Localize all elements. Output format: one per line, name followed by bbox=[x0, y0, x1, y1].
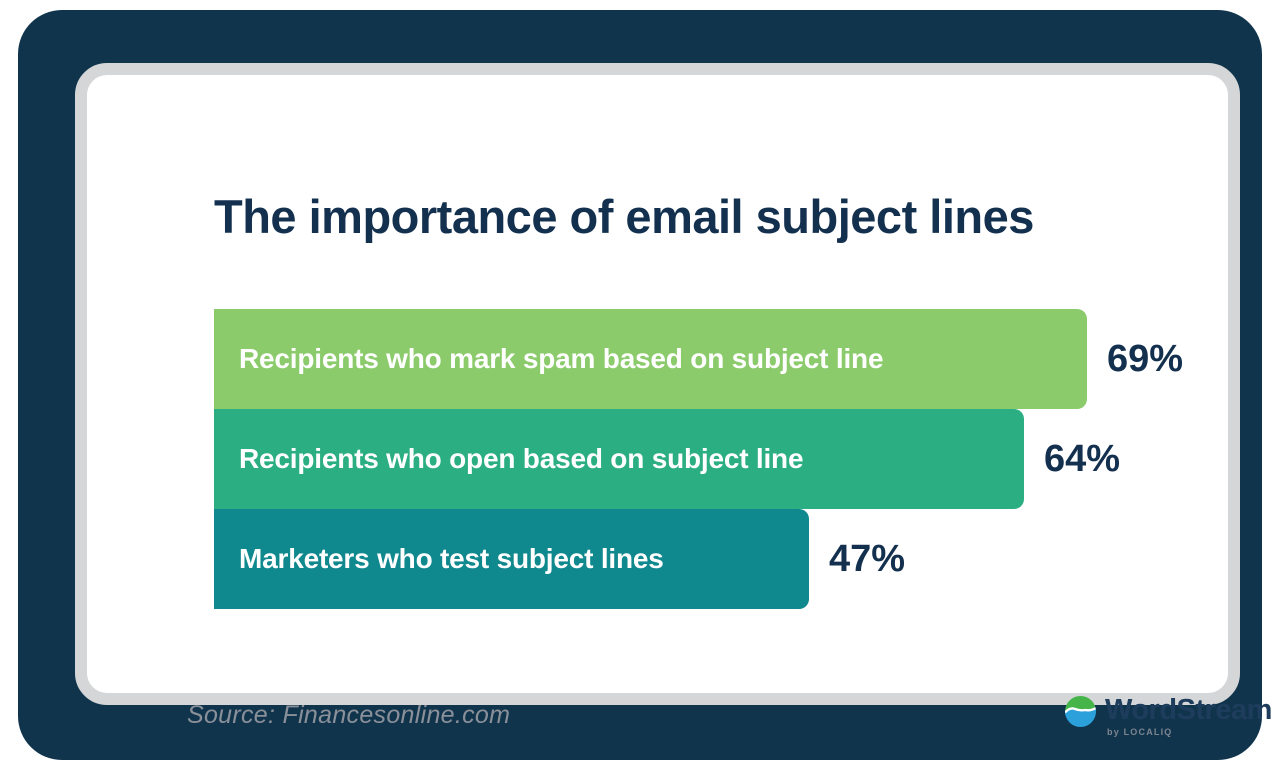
chart-card: The importance of email subject lines Re… bbox=[75, 63, 1272, 737]
bar-row: Marketers who test subject lines 47% bbox=[214, 509, 1183, 609]
bar-chart: Recipients who mark spam based on subjec… bbox=[214, 309, 1183, 609]
source-attribution: Source: Financesonline.com bbox=[187, 701, 511, 729]
wordstream-wordmark: WordStream bbox=[1105, 694, 1272, 726]
bar-value-label: 69% bbox=[1107, 337, 1184, 380]
bar-label: Marketers who test subject lines bbox=[239, 543, 664, 574]
bar-label: Recipients who open based on subject lin… bbox=[239, 443, 804, 474]
bar-label: Recipients who mark spam based on subjec… bbox=[239, 343, 884, 374]
bar-value-label: 64% bbox=[1044, 437, 1121, 480]
wordstream-globe-icon bbox=[1065, 696, 1096, 727]
bar-value-label: 47% bbox=[829, 537, 906, 580]
bar-test: Marketers who test subject lines bbox=[214, 509, 809, 609]
chart-title: The importance of email subject lines bbox=[214, 190, 1034, 243]
localiq-byline: by LOCALIQ bbox=[1107, 727, 1173, 737]
bar-open: Recipients who open based on subject lin… bbox=[214, 409, 1024, 509]
bar-mark-spam: Recipients who mark spam based on subjec… bbox=[214, 309, 1087, 409]
bar-row: Recipients who mark spam based on subjec… bbox=[214, 309, 1183, 409]
wordstream-logo: WordStream by LOCALIQ bbox=[1065, 696, 1272, 737]
navy-frame: The importance of email subject lines Re… bbox=[18, 10, 1272, 760]
bar-row: Recipients who open based on subject lin… bbox=[214, 409, 1183, 509]
